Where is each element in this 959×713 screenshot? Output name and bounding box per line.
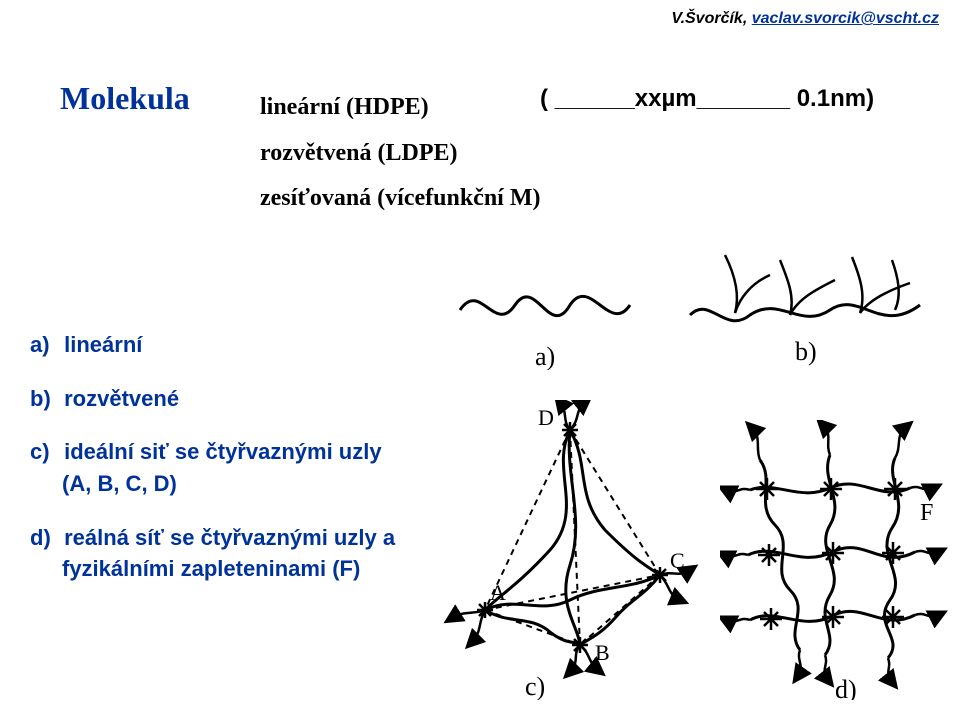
diagram-b: b) bbox=[680, 235, 940, 370]
diagram-c-D: D bbox=[538, 405, 554, 430]
subtype-list: lineární (HDPE) rozvětvená (LDPE) zesíťo… bbox=[260, 85, 540, 222]
diagram-a-label: a) bbox=[535, 342, 555, 370]
diagram-b-label: b) bbox=[795, 337, 817, 366]
legend-c-text: ideální siť se čtyřvaznými uzly bbox=[64, 439, 381, 464]
author-email-link[interactable]: vaclav.svorcik@vscht.cz bbox=[752, 10, 939, 27]
diagram-d: F d) bbox=[720, 420, 950, 700]
legend-c-sub: (A, B, C, D) bbox=[62, 469, 395, 499]
legend-c-letter: c) bbox=[30, 437, 58, 467]
diagram-c-B: B bbox=[595, 640, 610, 665]
subtype-line-2: rozvětvená (LDPE) bbox=[260, 131, 540, 177]
page-title: Molekula bbox=[60, 80, 190, 116]
legend-d-text: reálná síť se čtyřvaznými uzly a bbox=[64, 525, 395, 550]
subtype-line-1: lineární (HDPE) bbox=[260, 85, 540, 131]
diagram-a: a) bbox=[450, 250, 640, 370]
legend-b-text: rozvětvené bbox=[64, 386, 179, 411]
subtype-line-3: zesíťovaná (vícefunkční M) bbox=[260, 176, 540, 222]
legend-d-sub: fyzikálními zapleteninami (F) bbox=[62, 554, 395, 584]
diagram-c-label: c) bbox=[525, 672, 545, 700]
diagram-c: D A C B c) bbox=[430, 400, 710, 700]
diagram-d-label: d) bbox=[835, 675, 857, 700]
legend-a-letter: a) bbox=[30, 330, 58, 360]
legend-list: a) lineární b) rozvětvené c) ideální siť… bbox=[30, 330, 395, 608]
author-name: V.Švorčík, bbox=[671, 10, 751, 27]
legend-d-letter: d) bbox=[30, 523, 58, 553]
diagram-c-C: C bbox=[670, 548, 685, 573]
diagram-c-A: A bbox=[490, 580, 506, 605]
diagram-d-F: F bbox=[920, 500, 933, 526]
dimension-note: ( ______xxµm_______ 0.1nm) bbox=[540, 85, 874, 113]
legend-a-text: lineární bbox=[64, 332, 142, 357]
author-header: V.Švorčík, vaclav.svorcik@vscht.cz bbox=[671, 10, 939, 28]
legend-b-letter: b) bbox=[30, 384, 58, 414]
